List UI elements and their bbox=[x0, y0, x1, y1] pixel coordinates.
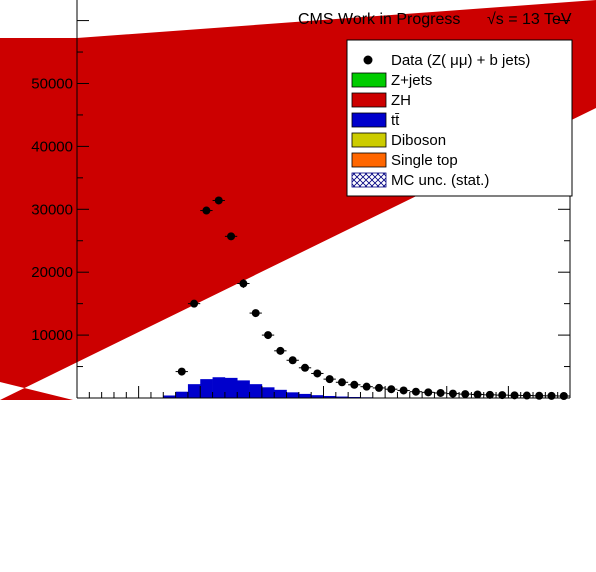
energy-label: √s = 13 TeV bbox=[487, 11, 572, 28]
data-point bbox=[177, 367, 186, 376]
ttbar-bar bbox=[274, 389, 287, 398]
legend-label: ZH bbox=[391, 92, 411, 109]
data-point bbox=[473, 390, 482, 399]
ttbar-bar bbox=[298, 393, 312, 398]
data-points-layer bbox=[175, 196, 570, 400]
legend-swatch bbox=[351, 72, 387, 88]
legend-label: MC unc. (stat.) bbox=[391, 172, 489, 189]
data-point bbox=[350, 380, 359, 389]
data-point bbox=[485, 390, 494, 399]
legend-label: tt̄ bbox=[391, 112, 400, 129]
histogram-layer bbox=[163, 377, 386, 398]
header: CMS Work in Progress √s = 13 TeV bbox=[298, 11, 572, 28]
data-point bbox=[362, 382, 371, 391]
ttbar-bar bbox=[311, 395, 324, 398]
data-point bbox=[214, 196, 223, 205]
data-point bbox=[387, 385, 396, 394]
data-point bbox=[325, 375, 334, 384]
data-point bbox=[276, 346, 285, 355]
ttbar-bar bbox=[224, 377, 238, 398]
data-point bbox=[424, 388, 433, 397]
ttbar-bar bbox=[212, 377, 226, 398]
data-point bbox=[313, 369, 322, 378]
data-point bbox=[461, 390, 470, 399]
ttbar-bar bbox=[323, 395, 337, 398]
legend: Data (Z( μμ) + b jets) Z+jets ZH tt̄ Diboson… bbox=[346, 39, 573, 197]
data-point bbox=[202, 206, 211, 215]
legend-swatch bbox=[351, 112, 387, 128]
data-point bbox=[510, 391, 519, 400]
legend-hatch-swatch bbox=[351, 172, 387, 188]
legend-swatch bbox=[351, 92, 387, 108]
data-point bbox=[448, 389, 457, 398]
data-point bbox=[337, 378, 346, 387]
experiment-label: CMS Work in Progress bbox=[298, 11, 460, 28]
ttbar-bar bbox=[187, 384, 201, 398]
ttbar-bar bbox=[286, 392, 300, 398]
y-tick-label: 30000 bbox=[31, 201, 73, 218]
data-point bbox=[535, 391, 544, 400]
data-point bbox=[399, 386, 408, 395]
legend-label: Data (Z( μμ) + b jets) bbox=[391, 52, 530, 69]
ttbar-bar bbox=[200, 379, 213, 398]
data-point bbox=[411, 387, 420, 396]
legend-swatch bbox=[351, 132, 387, 148]
ttbar-bar bbox=[175, 391, 189, 398]
data-point bbox=[498, 391, 507, 400]
ttbar-bar bbox=[249, 384, 263, 398]
legend-label: Single top bbox=[391, 152, 458, 169]
data-point bbox=[374, 383, 383, 392]
data-point bbox=[264, 331, 273, 340]
data-point bbox=[301, 363, 310, 372]
y-tick-label: 20000 bbox=[31, 264, 73, 281]
data-point bbox=[251, 309, 260, 318]
ttbar-bar bbox=[237, 380, 250, 398]
legend-label: Diboson bbox=[391, 132, 446, 149]
y-tick-label: 50000 bbox=[31, 75, 73, 92]
ttbar-bar bbox=[261, 387, 275, 398]
data-point bbox=[547, 391, 556, 400]
y-tick-label: 40000 bbox=[31, 138, 73, 155]
y-tick-label: 10000 bbox=[31, 327, 73, 344]
data-point bbox=[227, 232, 236, 241]
legend-swatch bbox=[351, 152, 387, 168]
legend-data-marker bbox=[363, 55, 373, 65]
data-point bbox=[288, 356, 297, 365]
ttbar-bar bbox=[335, 396, 349, 398]
ttbar-bar bbox=[348, 396, 361, 398]
data-point bbox=[190, 299, 199, 308]
data-point bbox=[239, 279, 248, 288]
legend-label: Z+jets bbox=[391, 72, 432, 89]
data-point bbox=[436, 388, 445, 397]
ttbar-bar bbox=[163, 395, 176, 398]
data-point bbox=[559, 391, 568, 400]
